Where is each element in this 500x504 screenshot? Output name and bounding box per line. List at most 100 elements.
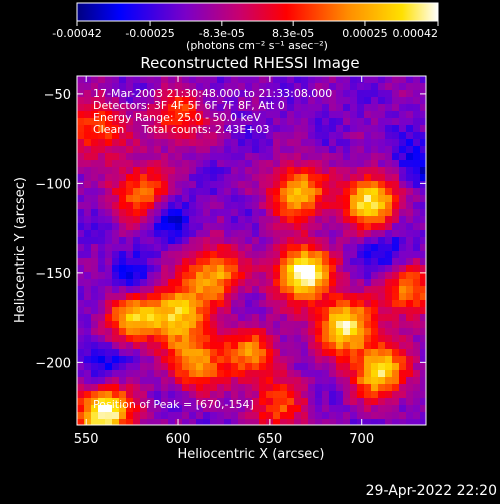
heatmap-cell [259, 349, 266, 356]
heatmap-cell [301, 195, 308, 202]
heatmap-cell [399, 216, 406, 223]
heatmap-cell [294, 342, 301, 349]
heatmap-cell [189, 412, 196, 419]
heatmap-cell [112, 363, 119, 370]
heatmap-cell [266, 160, 273, 167]
heatmap-cell [392, 265, 399, 272]
heatmap-cell [413, 265, 420, 272]
heatmap-cell [378, 258, 385, 265]
heatmap-cell [413, 167, 420, 174]
heatmap-cell [231, 216, 238, 223]
heatmap-cell [154, 97, 161, 104]
heatmap-cell [98, 230, 105, 237]
heatmap-cell [119, 307, 126, 314]
heatmap-cell [175, 244, 182, 251]
heatmap-cell [420, 384, 426, 391]
heatmap-cell [308, 405, 315, 412]
heatmap-cell [259, 174, 266, 181]
heatmap-cell [238, 293, 245, 300]
heatmap-cell [399, 419, 406, 425]
heatmap-cell [343, 349, 350, 356]
heatmap-cell [280, 244, 287, 251]
heatmap-cell [315, 279, 322, 286]
heatmap-cell [336, 391, 343, 398]
heatmap-cell [182, 265, 189, 272]
heatmap-cell [280, 398, 287, 405]
heatmap-cell [343, 412, 350, 419]
heatmap-cell [91, 230, 98, 237]
heatmap-cell [259, 377, 266, 384]
heatmap-cell [301, 230, 308, 237]
heatmap-cell [224, 216, 231, 223]
heatmap-cell [336, 209, 343, 216]
heatmap-cell [266, 293, 273, 300]
heatmap-cell [189, 370, 196, 377]
heatmap-cell [154, 111, 161, 118]
heatmap-cell [364, 83, 371, 90]
heatmap-cell [371, 398, 378, 405]
heatmap-cell [399, 118, 406, 125]
heatmap-cell [350, 111, 357, 118]
heatmap-cell [406, 153, 413, 160]
heatmap-cell [84, 356, 91, 363]
heatmap-cell [406, 90, 413, 97]
heatmap-cell [126, 111, 133, 118]
heatmap-cell [224, 286, 231, 293]
heatmap-cell [168, 419, 175, 425]
heatmap-cell [91, 391, 98, 398]
heatmap-cell [140, 265, 147, 272]
heatmap-cell [154, 321, 161, 328]
heatmap-cell [231, 174, 238, 181]
heatmap-cell [105, 265, 112, 272]
heatmap-cell [406, 356, 413, 363]
heatmap-cell [154, 279, 161, 286]
heatmap-cell [336, 370, 343, 377]
heatmap-cell [161, 174, 168, 181]
heatmap-cell [287, 342, 294, 349]
heatmap-cell [161, 405, 168, 412]
heatmap-cell [406, 258, 413, 265]
heatmap-cell [294, 132, 301, 139]
heatmap-cell [252, 328, 259, 335]
heatmap-cell [350, 363, 357, 370]
heatmap-cell [147, 125, 154, 132]
heatmap-cell [392, 125, 399, 132]
heatmap-cell [168, 251, 175, 258]
heatmap-cell [98, 307, 105, 314]
heatmap-cell [280, 258, 287, 265]
heatmap-cell [84, 223, 91, 230]
heatmap-cell [175, 132, 182, 139]
heatmap-cell [91, 188, 98, 195]
heatmap-cell [280, 104, 287, 111]
heatmap-cell [112, 104, 119, 111]
heatmap-cell [280, 356, 287, 363]
heatmap-cell [336, 314, 343, 321]
heatmap-cell [364, 419, 371, 425]
heatmap-cell [259, 258, 266, 265]
heatmap-cell [161, 118, 168, 125]
heatmap-cell [301, 174, 308, 181]
heatmap-cell [350, 335, 357, 342]
heatmap-cell [371, 181, 378, 188]
heatmap-cell [287, 132, 294, 139]
heatmap-cell [357, 209, 364, 216]
heatmap-cell [301, 377, 308, 384]
heatmap-cell [273, 237, 280, 244]
heatmap-cell [350, 370, 357, 377]
heatmap-cell [189, 321, 196, 328]
heatmap-cell [378, 153, 385, 160]
heatmap-cell [294, 174, 301, 181]
heatmap-cell [399, 195, 406, 202]
heatmap-cell [175, 307, 182, 314]
heatmap-cell [112, 146, 119, 153]
heatmap-cell [315, 391, 322, 398]
heatmap-cell [182, 97, 189, 104]
heatmap-cell [322, 293, 329, 300]
heatmap-cell [238, 76, 245, 83]
heatmap-cell [210, 356, 217, 363]
heatmap-cell [294, 321, 301, 328]
heatmap-cell [371, 370, 378, 377]
heatmap-cell [119, 272, 126, 279]
heatmap-cell [378, 342, 385, 349]
heatmap-cell [161, 314, 168, 321]
